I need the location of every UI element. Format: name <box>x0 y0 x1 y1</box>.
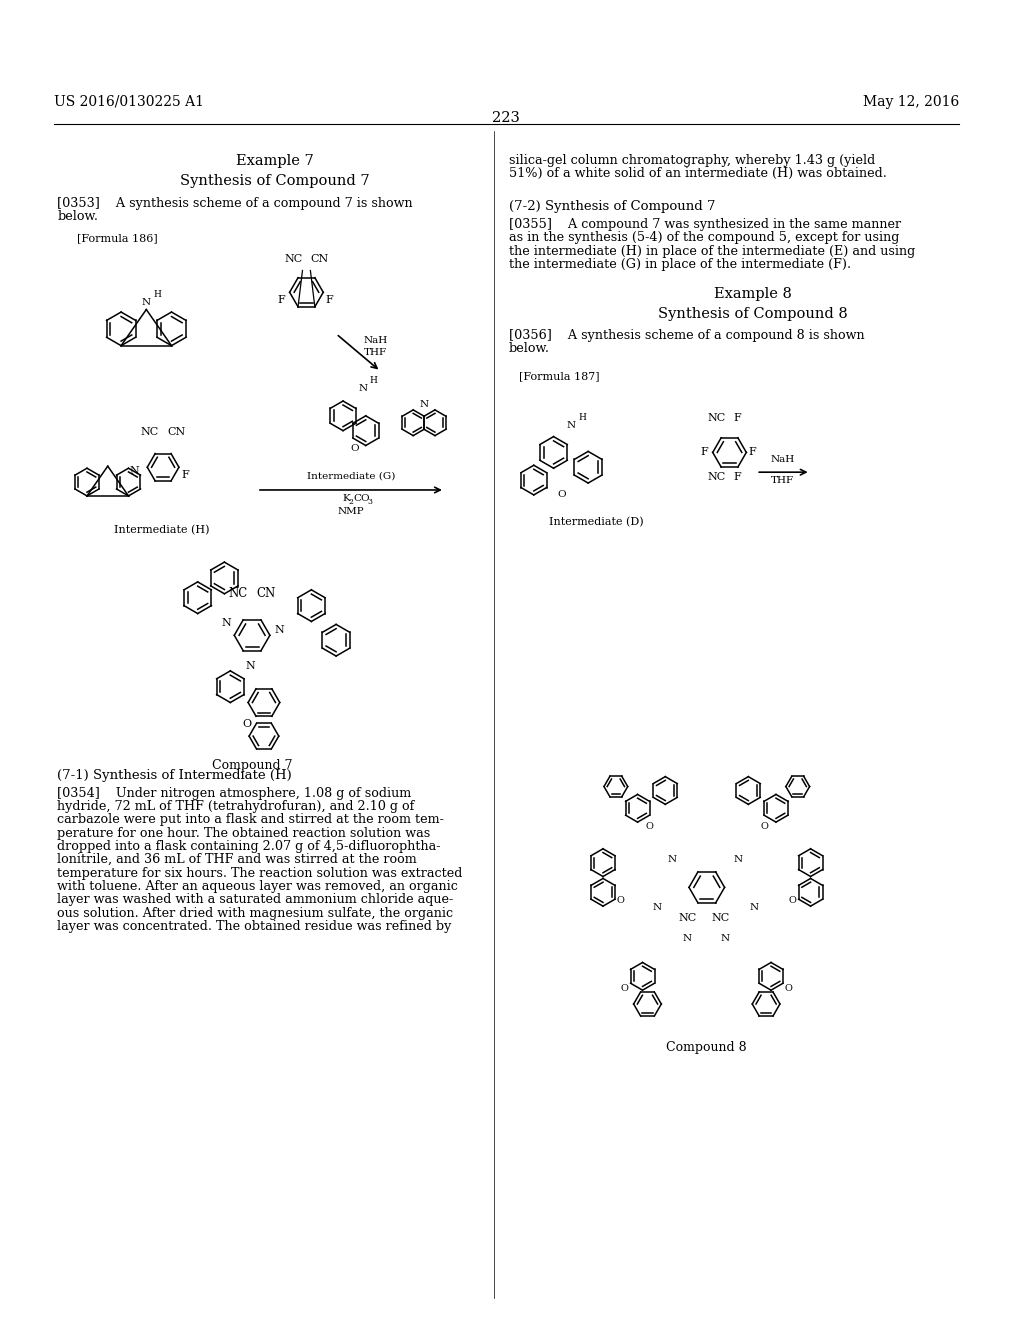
Text: [0353]    A synthesis scheme of a compound 7 is shown: [0353] A synthesis scheme of a compound … <box>57 198 413 210</box>
Text: silica-gel column chromatography, whereby 1.43 g (yield: silica-gel column chromatography, whereb… <box>509 154 876 166</box>
Text: Intermediate (G): Intermediate (G) <box>307 471 395 480</box>
Text: THF: THF <box>771 477 795 486</box>
Text: N: N <box>130 466 139 477</box>
Text: dropped into a flask containing 2.07 g of 4,5-difluorophtha-: dropped into a flask containing 2.07 g o… <box>57 840 441 853</box>
Text: F: F <box>733 473 741 482</box>
Text: N: N <box>245 661 255 671</box>
Text: CN: CN <box>310 253 329 264</box>
Text: US 2016/0130225 A1: US 2016/0130225 A1 <box>54 95 205 108</box>
Text: Intermediate (D): Intermediate (D) <box>549 516 643 527</box>
Text: the intermediate (H) in place of the intermediate (E) and using: the intermediate (H) in place of the int… <box>509 244 915 257</box>
Text: THF: THF <box>364 347 387 356</box>
Text: O: O <box>621 983 629 993</box>
Text: Synthesis of Compound 8: Synthesis of Compound 8 <box>658 308 848 321</box>
Text: hydride, 72 mL of THF (tetrahydrofuran), and 2.10 g of: hydride, 72 mL of THF (tetrahydrofuran),… <box>57 800 415 813</box>
Text: N: N <box>668 855 677 865</box>
Text: F: F <box>749 447 756 458</box>
Text: carbazole were put into a flask and stirred at the room tem-: carbazole were put into a flask and stir… <box>57 813 444 826</box>
Text: K: K <box>342 494 350 503</box>
Text: [Formula 187]: [Formula 187] <box>519 371 600 381</box>
Text: O: O <box>350 444 359 453</box>
Text: Intermediate (H): Intermediate (H) <box>114 524 209 535</box>
Text: NC: NC <box>679 913 697 923</box>
Text: N: N <box>682 935 691 944</box>
Text: N: N <box>567 421 575 430</box>
Text: the intermediate (G) in place of the intermediate (F).: the intermediate (G) in place of the int… <box>509 259 851 271</box>
Text: NC: NC <box>708 473 726 482</box>
Text: below.: below. <box>57 210 98 223</box>
Text: F: F <box>326 296 333 305</box>
Text: F: F <box>733 413 741 422</box>
Text: perature for one hour. The obtained reaction solution was: perature for one hour. The obtained reac… <box>57 826 430 840</box>
Text: layer was concentrated. The obtained residue was refined by: layer was concentrated. The obtained res… <box>57 920 452 933</box>
Text: [0356]    A synthesis scheme of a compound 8 is shown: [0356] A synthesis scheme of a compound … <box>509 329 864 342</box>
Text: F: F <box>276 296 285 305</box>
Text: as in the synthesis (5-4) of the compound 5, except for using: as in the synthesis (5-4) of the compoun… <box>509 231 899 244</box>
Text: CN: CN <box>167 426 185 437</box>
Text: 3: 3 <box>368 498 373 506</box>
Text: O: O <box>788 896 797 904</box>
Text: F: F <box>700 447 708 458</box>
Text: 2: 2 <box>349 498 354 506</box>
Text: 223: 223 <box>493 111 520 125</box>
Text: May 12, 2016: May 12, 2016 <box>862 95 958 108</box>
Text: H: H <box>370 376 378 385</box>
Text: [0354]    Under nitrogen atmosphere, 1.08 g of sodium: [0354] Under nitrogen atmosphere, 1.08 g… <box>57 787 412 800</box>
Text: temperature for six hours. The reaction solution was extracted: temperature for six hours. The reaction … <box>57 867 463 879</box>
Text: NaH: NaH <box>364 335 388 345</box>
Text: ous solution. After dried with magnesium sulfate, the organic: ous solution. After dried with magnesium… <box>57 907 454 920</box>
Text: NC: NC <box>712 913 730 923</box>
Text: with toluene. After an aqueous layer was removed, an organic: with toluene. After an aqueous layer was… <box>57 880 458 892</box>
Text: NC: NC <box>285 253 302 264</box>
Text: N: N <box>750 903 759 912</box>
Text: N: N <box>653 903 662 912</box>
Text: O: O <box>785 983 793 993</box>
Text: NC: NC <box>229 586 248 599</box>
Text: F: F <box>182 470 189 480</box>
Text: Compound 8: Compound 8 <box>667 1040 748 1053</box>
Text: NMP: NMP <box>338 507 365 516</box>
Text: N: N <box>274 626 285 635</box>
Text: CO: CO <box>353 494 370 503</box>
Text: O: O <box>760 821 768 830</box>
Text: Example 8: Example 8 <box>715 288 793 301</box>
Text: N: N <box>420 400 429 409</box>
Text: 51%) of a white solid of an intermediate (H) was obtained.: 51%) of a white solid of an intermediate… <box>509 168 887 181</box>
Text: NaH: NaH <box>771 455 795 465</box>
Text: H: H <box>579 413 586 422</box>
Text: H: H <box>154 289 161 298</box>
Text: N: N <box>221 619 231 628</box>
Text: layer was washed with a saturated ammonium chloride aque-: layer was washed with a saturated ammoni… <box>57 894 454 907</box>
Text: Compound 7: Compound 7 <box>212 759 292 772</box>
Text: O: O <box>645 821 653 830</box>
Text: lonitrile, and 36 mL of THF and was stirred at the room: lonitrile, and 36 mL of THF and was stir… <box>57 853 417 866</box>
Text: [Formula 186]: [Formula 186] <box>77 232 158 243</box>
Text: (7-2) Synthesis of Compound 7: (7-2) Synthesis of Compound 7 <box>509 201 716 214</box>
Text: below.: below. <box>509 342 550 355</box>
Text: Synthesis of Compound 7: Synthesis of Compound 7 <box>180 174 370 187</box>
Text: (7-1) Synthesis of Intermediate (H): (7-1) Synthesis of Intermediate (H) <box>57 768 292 781</box>
Text: CN: CN <box>256 586 275 599</box>
Text: NC: NC <box>141 426 159 437</box>
Text: N: N <box>734 855 743 865</box>
Text: N: N <box>720 935 729 944</box>
Text: O: O <box>243 719 252 729</box>
Text: N: N <box>141 297 151 306</box>
Text: NC: NC <box>708 413 726 422</box>
Text: O: O <box>616 896 625 904</box>
Text: [0355]    A compound 7 was synthesized in the same manner: [0355] A compound 7 was synthesized in t… <box>509 218 901 231</box>
Text: Example 7: Example 7 <box>236 154 313 168</box>
Text: O: O <box>557 491 566 499</box>
Text: N: N <box>358 384 368 393</box>
